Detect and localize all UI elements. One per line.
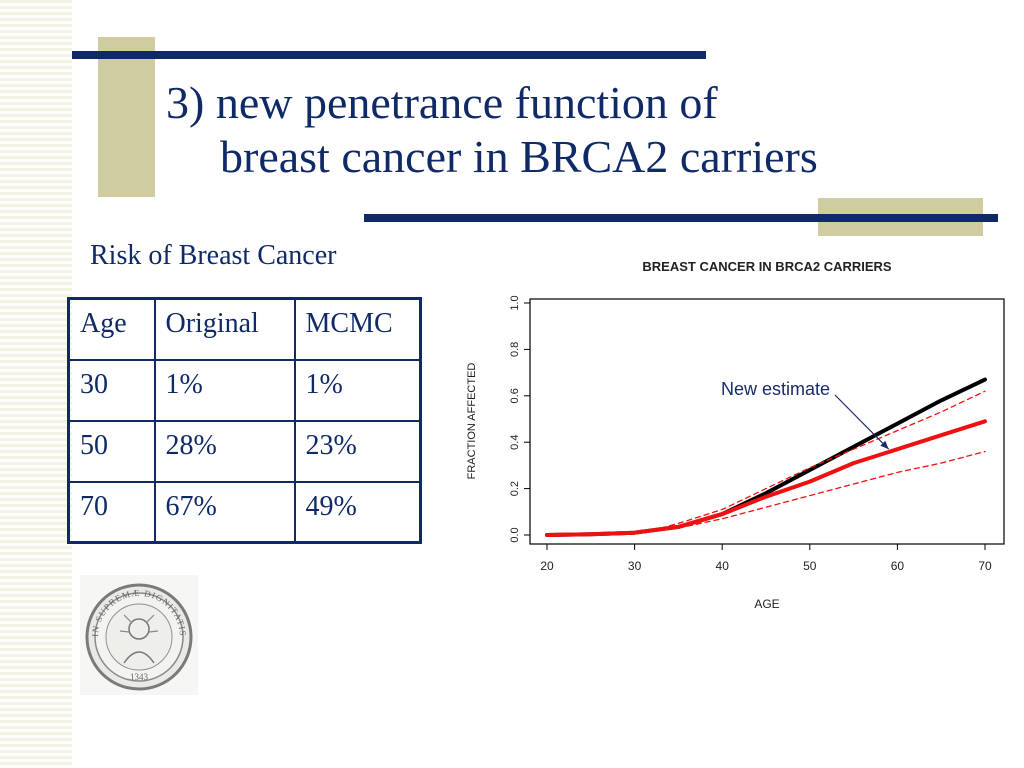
- cell-original: 67%: [153, 480, 296, 544]
- slide-title-line-1: 3) new penetrance function of: [166, 77, 718, 128]
- x-tick-label: 40: [716, 559, 730, 573]
- series-line-0: [545, 377, 987, 537]
- cell-original: 28%: [153, 419, 296, 483]
- y-tick-label: 0.6: [509, 388, 521, 403]
- cell-age: 50: [67, 419, 156, 483]
- table-row: 70 67% 49%: [67, 480, 422, 544]
- annotation-label: New estimate: [721, 379, 830, 399]
- cell-mcmc: 1%: [293, 358, 422, 422]
- y-tick-label: 0.8: [509, 342, 521, 357]
- table-header-row: Age Original MCMC: [67, 297, 422, 361]
- bottom-rule: [364, 214, 998, 222]
- chart-title: BREAST CANCER IN BRCA2 CARRIERS: [642, 259, 892, 274]
- annotation-arrow: [834, 394, 890, 450]
- y-tick-label: 0.0: [509, 527, 521, 542]
- header-original: Original: [153, 297, 296, 361]
- x-tick-label: 70: [978, 559, 992, 573]
- cell-age: 30: [67, 358, 156, 422]
- top-rule: [72, 51, 706, 59]
- university-seal-logo: IN SUPREMÆ DIGNITATIS 1343: [80, 575, 198, 695]
- table-row: 30 1% 1%: [67, 358, 422, 422]
- y-tick-label: 1.0: [509, 295, 521, 310]
- cell-mcmc: 49%: [293, 480, 422, 544]
- header-mcmc: MCMC: [293, 297, 422, 361]
- y-tick-label: 0.2: [509, 481, 521, 496]
- seal-year: 1343: [130, 672, 149, 682]
- y-axis-label: FRACTION AFFECTED: [466, 363, 478, 480]
- table-row: 50 28% 23%: [67, 419, 422, 483]
- cell-age: 70: [67, 480, 156, 544]
- cell-original: 1%: [153, 358, 296, 422]
- slide-title: 3) new penetrance function of breast can…: [166, 76, 1006, 184]
- x-tick-label: 60: [891, 559, 905, 573]
- x-axis-label: AGE: [754, 597, 779, 611]
- x-tick-label: 20: [540, 559, 554, 573]
- y-tick-label: 0.4: [509, 435, 521, 450]
- khaki-accent-block-top: [98, 37, 155, 197]
- header-age: Age: [67, 297, 156, 361]
- x-tick-label: 50: [803, 559, 817, 573]
- penetrance-line-chart: BREAST CANCER IN BRCA2 CARRIERS 20 30 40 50…: [466, 259, 1005, 611]
- risk-table: Age Original MCMC 30 1% 1% 50 28% 23% 70…: [67, 297, 422, 544]
- plot-frame: [529, 298, 1005, 545]
- annotation-arrowhead: [880, 440, 889, 450]
- series-line-3: [660, 450, 986, 532]
- x-tick-label: 30: [628, 559, 642, 573]
- slide-title-line-2: breast cancer in BRCA2 carriers: [220, 131, 818, 182]
- cell-mcmc: 23%: [293, 419, 422, 483]
- table-caption: Risk of Breast Cancer: [90, 240, 337, 271]
- series-line-1: [545, 419, 987, 537]
- series-line-2: [660, 390, 986, 529]
- striped-left-border: [0, 0, 72, 768]
